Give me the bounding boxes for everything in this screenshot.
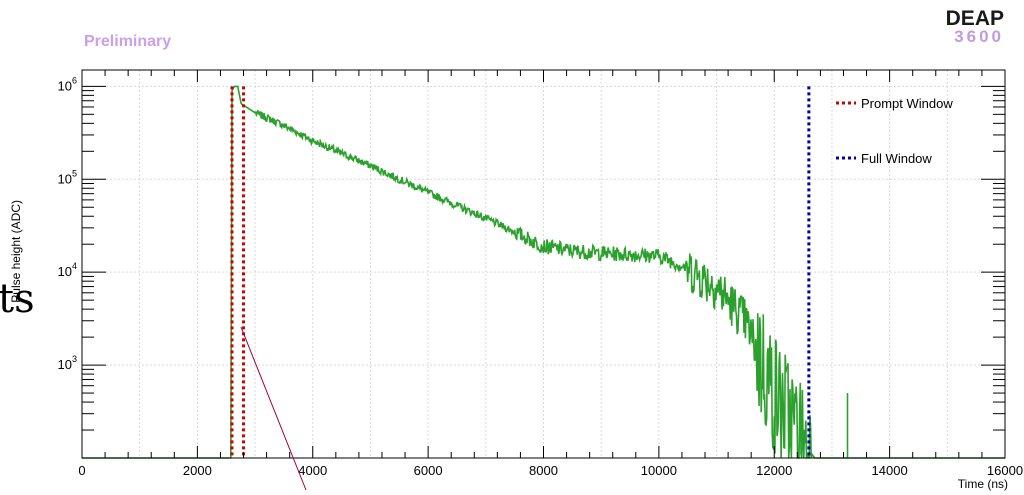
x-tick-label: 8000 — [529, 463, 558, 478]
x-tick-label: 14000 — [872, 463, 908, 478]
x-tick-label: 6000 — [414, 463, 443, 478]
deap-logo: DEAP 3600 — [946, 7, 1004, 46]
x-axis: 0 2000 4000 6000 8000 10000 12000 14000 16000 — [78, 70, 1023, 478]
y-axis-title: Pulse height (ADC) — [9, 200, 23, 303]
y-tick-label: 105 — [58, 168, 77, 186]
logo-line1: DEAP — [946, 7, 1004, 30]
y-tick-label: 106 — [58, 75, 77, 93]
logo-line2: 3600 — [954, 27, 1004, 46]
x-tick-label: 4000 — [298, 463, 327, 478]
window-lines — [230, 86, 811, 458]
preliminary-label: Preliminary — [84, 33, 171, 50]
legend-label: Prompt Window — [861, 96, 953, 111]
x-axis-title: Time (ns) — [958, 477, 1008, 491]
grid — [82, 70, 1005, 458]
x-tick-label: 12000 — [756, 463, 792, 478]
y-tick-label: 103 — [58, 354, 77, 372]
legend: Prompt Window Full Window — [836, 96, 953, 166]
x-tick-label: 2000 — [183, 463, 212, 478]
legend-label: Full Window — [861, 151, 932, 166]
y-tick-label: 104 — [58, 261, 77, 279]
annotation-line — [240, 326, 307, 491]
cutoff-text: ts — [0, 276, 35, 322]
y-axis: 103 104 105 106 — [58, 75, 1005, 459]
x-tick-label: 0 — [78, 463, 85, 478]
x-tick-label: 16000 — [987, 463, 1023, 478]
x-tick-label: 10000 — [641, 463, 677, 478]
